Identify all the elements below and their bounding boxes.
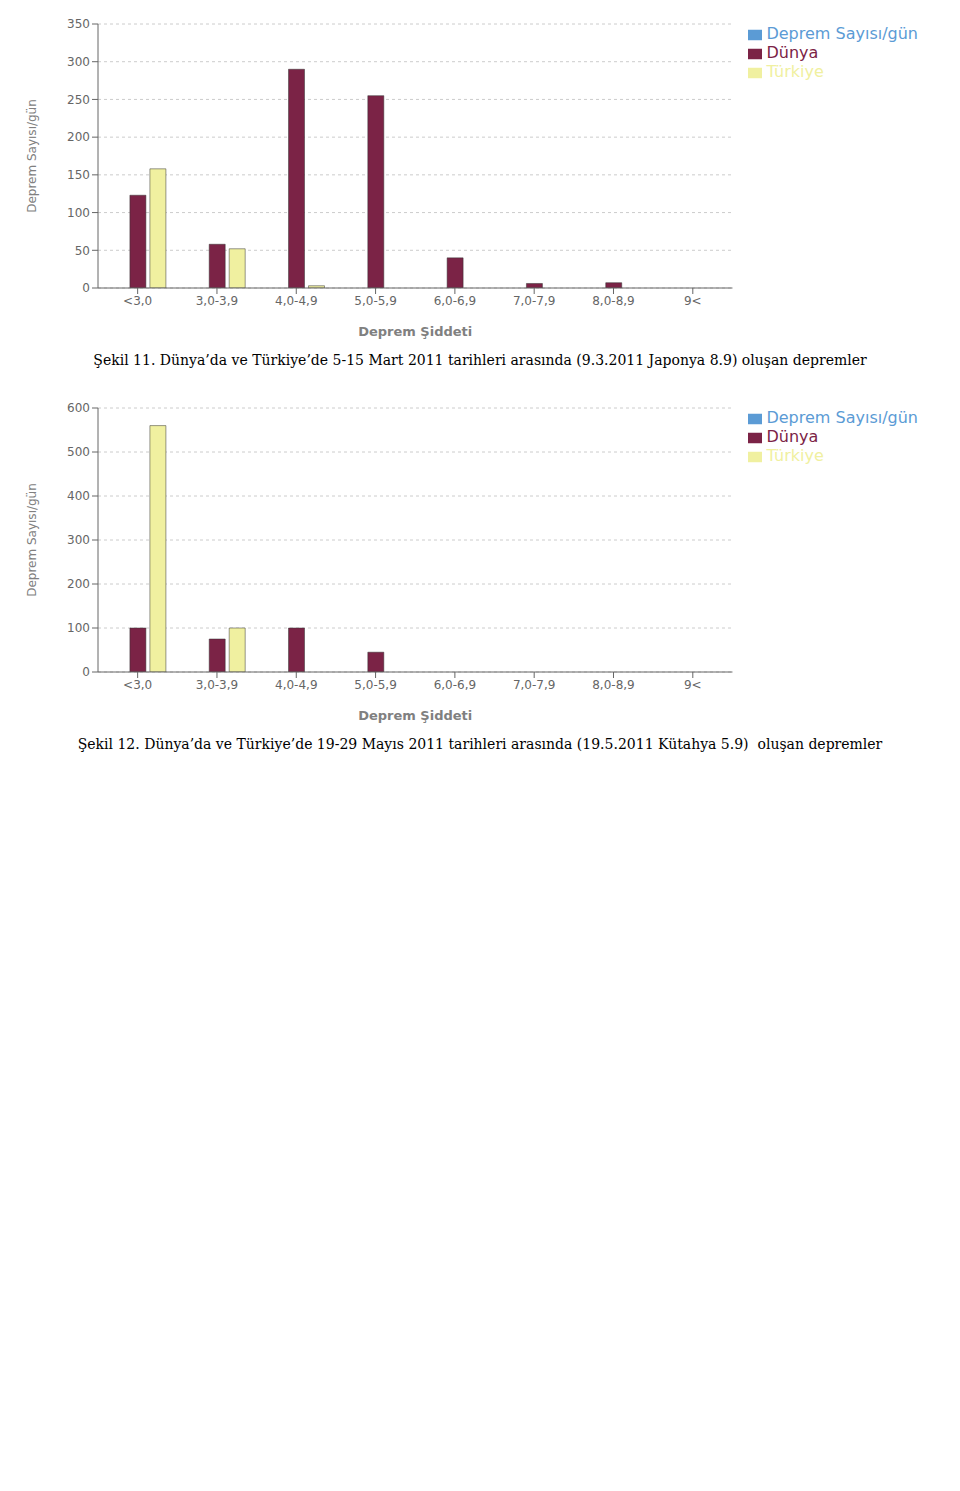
svg-text:100: 100 xyxy=(67,206,90,220)
svg-text:4,0-4,9: 4,0-4,9 xyxy=(275,678,318,692)
html-text:Dünya: Dünya xyxy=(766,43,819,62)
svg-text:<3,0: <3,0 xyxy=(123,678,152,692)
svg-text:400: 400 xyxy=(67,489,90,503)
svg-text:500: 500 xyxy=(67,445,90,459)
svg-text:600: 600 xyxy=(67,401,90,415)
svg-text:Deprem Sayısı/gün: Deprem Sayısı/gün xyxy=(25,99,39,213)
svg-text:Deprem Sayısı/gün: Deprem Sayısı/gün xyxy=(25,483,39,597)
svg-text:200: 200 xyxy=(67,130,90,144)
svg-text:Deprem Şiddeti: Deprem Şiddeti xyxy=(358,708,472,723)
svg-text:250: 250 xyxy=(67,93,90,107)
svg-text:300: 300 xyxy=(67,55,90,69)
svg-text:50: 50 xyxy=(75,244,90,258)
svg-text:7,0-7,9: 7,0-7,9 xyxy=(513,294,556,308)
svg-text:5,0-5,9: 5,0-5,9 xyxy=(354,678,397,692)
svg-text:8,0-8,9: 8,0-8,9 xyxy=(592,678,635,692)
svg-text:6,0-6,9: 6,0-6,9 xyxy=(434,678,477,692)
svg-text:300: 300 xyxy=(67,533,90,547)
svg-text:3,0-3,9: 3,0-3,9 xyxy=(196,294,239,308)
html-text:Deprem Sayısı/gün: Deprem Sayısı/gün xyxy=(766,408,918,427)
svg-text:3,0-3,9: 3,0-3,9 xyxy=(196,678,239,692)
svg-text:5,0-5,9: 5,0-5,9 xyxy=(354,294,397,308)
svg-text:9<: 9< xyxy=(684,294,702,308)
html-text:Türkiye: Türkiye xyxy=(766,446,824,465)
svg-text:Deprem Şiddeti: Deprem Şiddeti xyxy=(358,324,472,339)
svg-text:<3,0: <3,0 xyxy=(123,294,152,308)
html-text:Deprem Sayısı/gün: Deprem Sayısı/gün xyxy=(766,24,918,43)
svg-text:8,0-8,9: 8,0-8,9 xyxy=(592,294,635,308)
svg-text:100: 100 xyxy=(67,621,90,635)
svg-text:9<: 9< xyxy=(684,678,702,692)
svg-text:150: 150 xyxy=(67,168,90,182)
html-text:Dünya: Dünya xyxy=(766,427,819,446)
svg-text:350: 350 xyxy=(67,17,90,31)
svg-text:7,0-7,9: 7,0-7,9 xyxy=(513,678,556,692)
html-text:Şekil 11. Dünya’da ve Türkiye’: Şekil 11. Dünya’da ve Türkiye’de 5-15 Ma… xyxy=(93,352,867,368)
svg-text:200: 200 xyxy=(67,577,90,591)
svg-text:0: 0 xyxy=(82,281,90,295)
svg-text:4,0-4,9: 4,0-4,9 xyxy=(275,294,318,308)
svg-text:6,0-6,9: 6,0-6,9 xyxy=(434,294,477,308)
html-text:Türkiye: Türkiye xyxy=(766,62,824,81)
html-text:Şekil 12. Dünya’da ve Türkiye’: Şekil 12. Dünya’da ve Türkiye’de 19-29 M… xyxy=(77,736,883,752)
svg-text:0: 0 xyxy=(82,665,90,679)
